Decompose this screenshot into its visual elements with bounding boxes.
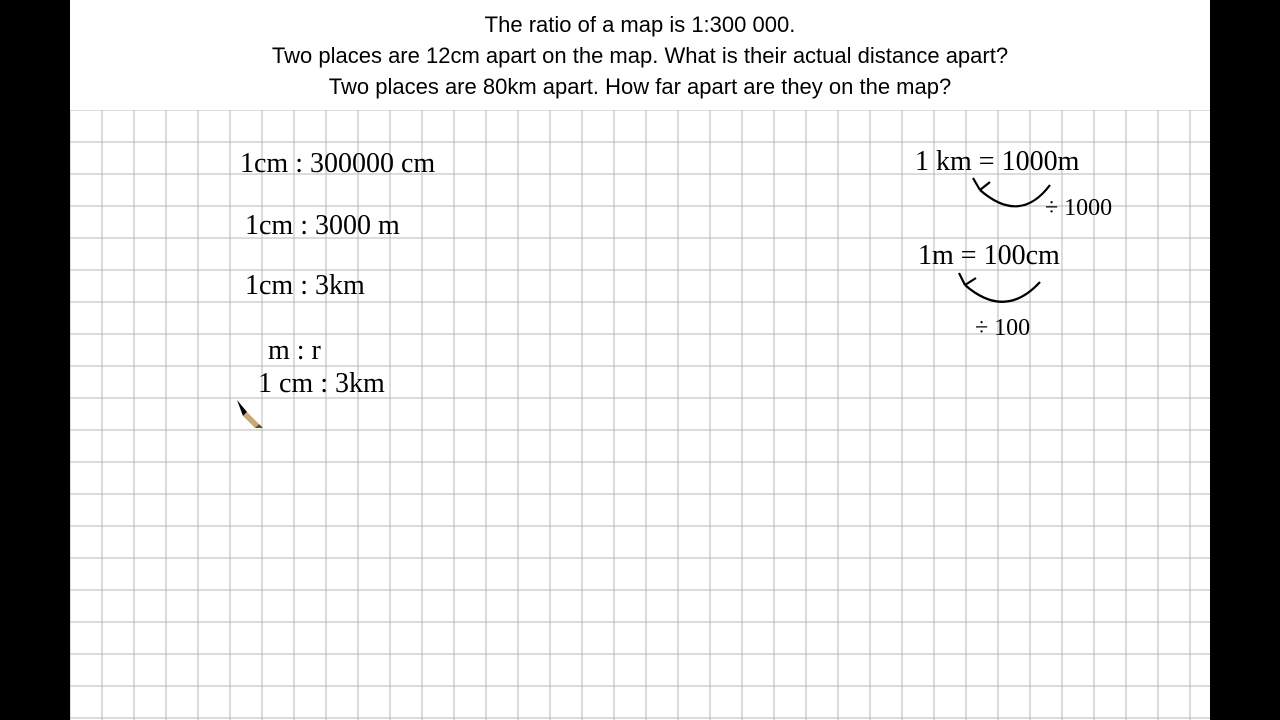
work-line-4a: m : r xyxy=(268,335,321,367)
divide-1000: ÷ 1000 xyxy=(1045,195,1112,222)
header-line-2: Two places are 12cm apart on the map. Wh… xyxy=(70,41,1210,72)
page: The ratio of a map is 1:300 000. Two pla… xyxy=(70,0,1210,720)
header-line-3: Two places are 80km apart. How far apart… xyxy=(70,72,1210,103)
pen-cursor-icon xyxy=(235,398,265,428)
work-line-2: 1cm : 3000 m xyxy=(245,210,400,242)
conversion-line-1: 1 km = 1000m xyxy=(915,146,1079,178)
header-line-1: The ratio of a map is 1:300 000. xyxy=(70,10,1210,41)
work-line-4b: 1 cm : 3km xyxy=(258,368,385,400)
divide-100: ÷ 100 xyxy=(975,315,1030,342)
problem-header: The ratio of a map is 1:300 000. Two pla… xyxy=(70,0,1210,102)
conversion-line-2: 1m = 100cm xyxy=(918,240,1060,272)
work-line-3: 1cm : 3km xyxy=(245,270,365,302)
work-line-1: 1cm : 300000 cm xyxy=(240,148,435,180)
